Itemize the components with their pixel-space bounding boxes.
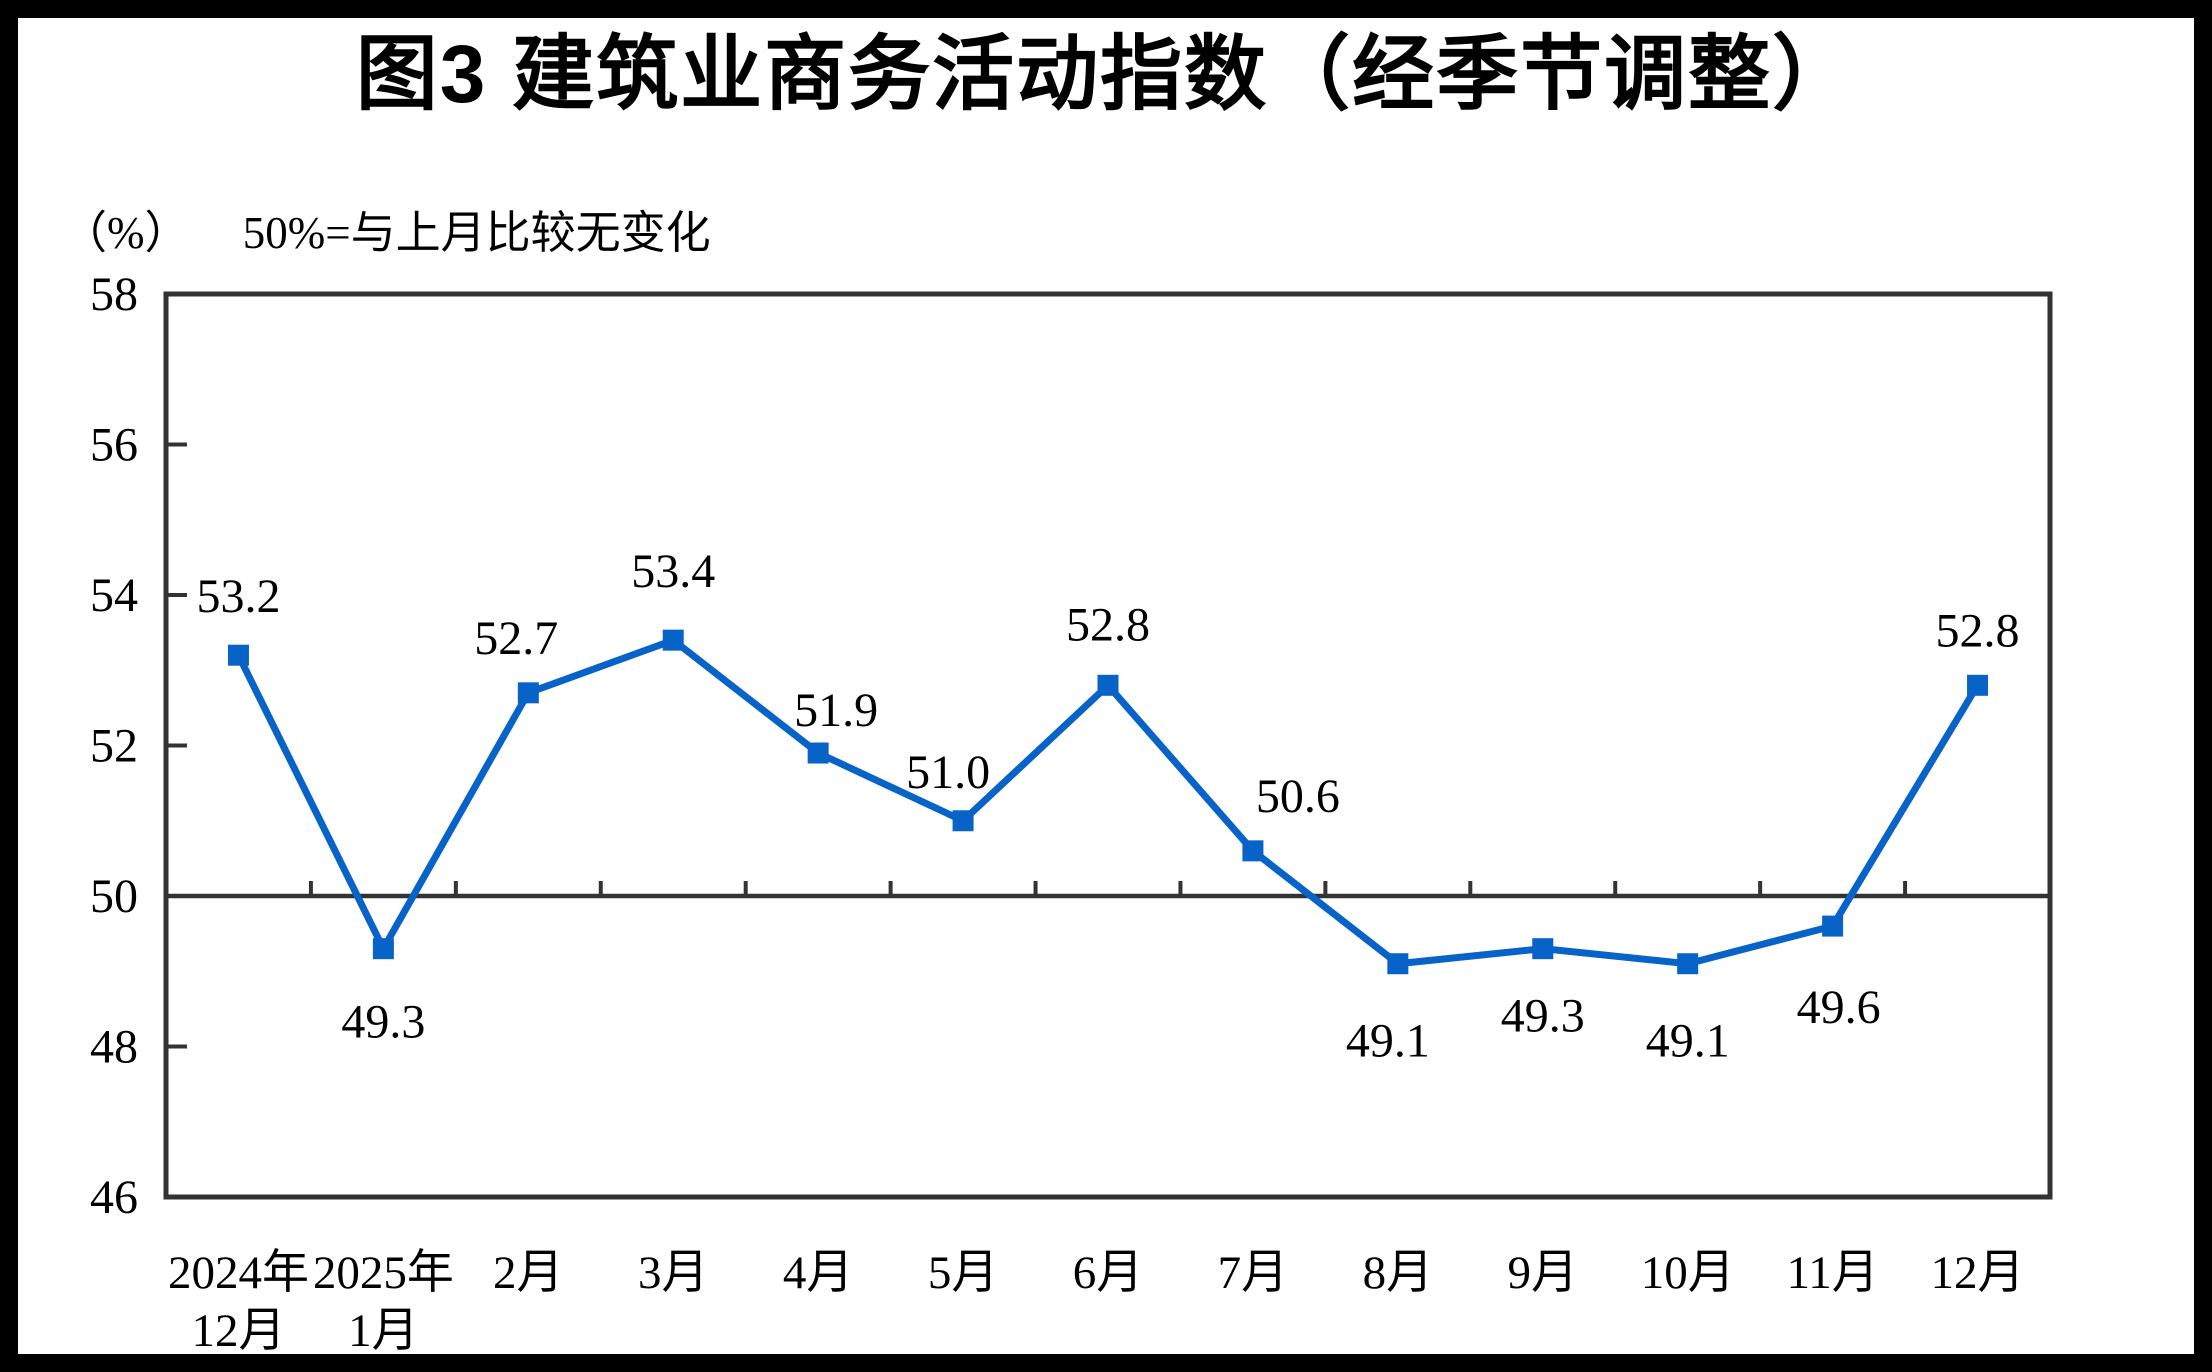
y-tick-label: 52 [90,720,138,773]
data-point-marker [952,810,974,832]
data-point-marker [1677,953,1699,975]
x-category-label: 10月 [1641,1247,1735,1299]
x-category-label: 2025年 [313,1247,454,1299]
chart-subtitle: （%） 50%=与上月比较无变化 [62,196,711,261]
data-label: 51.9 [794,684,878,737]
x-category-label: 9月 [1508,1247,1579,1299]
baseline-note: 50%=与上月比较无变化 [242,208,711,258]
data-point-marker [1242,840,1264,862]
data-label: 49.3 [1501,990,1585,1043]
data-point-marker [1097,674,1119,696]
x-category-label: 3月 [638,1247,709,1299]
data-label: 51.0 [906,746,990,799]
data-point-marker [807,742,829,764]
data-label: 52.8 [1066,598,1150,651]
x-category-label: 12月 [191,1305,285,1357]
data-label: 53.2 [196,570,280,623]
plot-border [163,291,2053,1200]
y-tick-label: 48 [90,1021,138,1074]
x-category-label: 11月 [1786,1247,1878,1299]
data-point-marker [662,629,684,651]
x-category-label: 1月 [348,1305,419,1357]
data-point-marker [1387,953,1409,975]
x-category-label: 8月 [1363,1247,1434,1299]
data-label: 52.7 [474,612,558,665]
x-category-label: 12月 [1931,1247,2025,1299]
x-category-label: 5月 [928,1247,999,1299]
x-category-label: 2024年 [168,1247,309,1299]
data-label: 49.3 [341,996,425,1049]
data-point-marker [1967,674,1989,696]
data-point-marker [1532,938,1554,960]
x-category-label: 7月 [1218,1247,1289,1299]
x-category-label: 6月 [1073,1247,1144,1299]
data-label: 50.6 [1256,770,1340,823]
y-tick-label: 54 [90,569,138,622]
x-category-label: 4月 [783,1247,854,1299]
data-label: 49.1 [1346,1015,1430,1068]
y-tick-label: 56 [90,419,138,472]
y-tick-label: 50 [90,870,138,923]
data-point-marker [227,644,249,666]
y-axis-unit-label: （%） [62,208,190,258]
data-point-marker [517,682,539,704]
y-tick-label: 46 [90,1171,138,1224]
data-point-marker [1822,915,1844,937]
data-point-marker [372,938,394,960]
x-category-label: 2月 [493,1247,564,1299]
chart-title: 图3 建筑业商务活动指数（经季节调整） [355,29,1857,120]
y-tick-label: 58 [90,268,138,321]
data-label: 49.6 [1797,981,1881,1034]
data-label: 53.4 [631,545,715,598]
data-label: 49.1 [1646,1015,1730,1068]
data-label: 52.8 [1936,604,2020,657]
